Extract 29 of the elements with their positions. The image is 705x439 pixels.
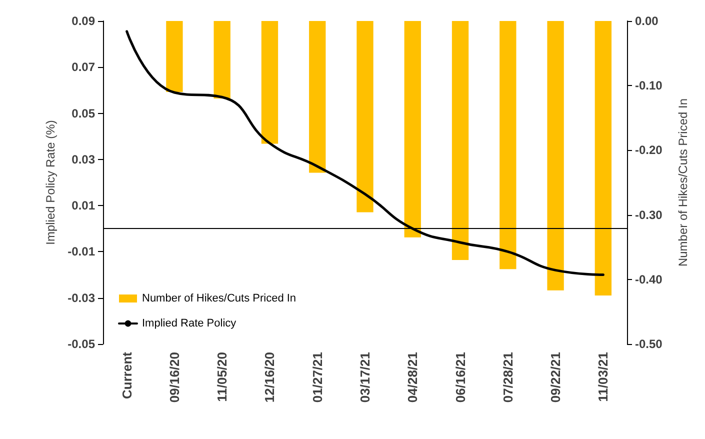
y-tick-label: 0.05 xyxy=(72,106,96,120)
x-tick-label: 07/28/21 xyxy=(500,352,516,403)
y-tick-label: 0.03 xyxy=(72,152,96,166)
x-tick-label: 11/03/21 xyxy=(596,352,611,402)
y2-tick-label: -0.20 xyxy=(635,143,663,158)
legend-label: Number of Hikes/Cuts Priced In xyxy=(142,292,296,304)
y-tick-label: 0.07 xyxy=(72,60,96,74)
x-tick-label: 11/05/20 xyxy=(214,352,230,402)
x-tick-label: 09/22/21 xyxy=(548,352,564,403)
x-tick-label: 03/17/21 xyxy=(358,352,372,403)
y-axis-title: Implied Policy Rate (%) xyxy=(44,120,58,245)
y-tick-label: 0.09 xyxy=(72,14,96,28)
y2-axis-title: Number of Hikes/Cuts Priced In xyxy=(676,98,690,267)
y-tick-label: 0.01 xyxy=(72,198,96,213)
x-tick-label: 09/16/20 xyxy=(166,352,182,403)
x-tick-label: 06/16/21 xyxy=(452,352,468,403)
y-tick-label: -0.01 xyxy=(68,244,96,259)
y2-tick-label: -0.50 xyxy=(635,337,663,351)
x-tick-label: 04/28/21 xyxy=(405,352,420,403)
x-tick-label: Current xyxy=(119,351,134,399)
y2-tick-label: 0.00 xyxy=(635,14,659,28)
x-tick-label: 01/27/21 xyxy=(310,352,325,403)
y2-tick-label: -0.40 xyxy=(635,272,663,286)
y-tick-label: -0.03 xyxy=(68,290,96,305)
y-tick-label: -0.05 xyxy=(68,337,96,351)
legend-label: Implied Rate Policy xyxy=(142,318,237,330)
x-tick-label: 12/16/20 xyxy=(262,352,278,403)
y2-tick-label: -0.10 xyxy=(635,78,663,93)
y2-tick-label: -0.30 xyxy=(635,208,663,222)
